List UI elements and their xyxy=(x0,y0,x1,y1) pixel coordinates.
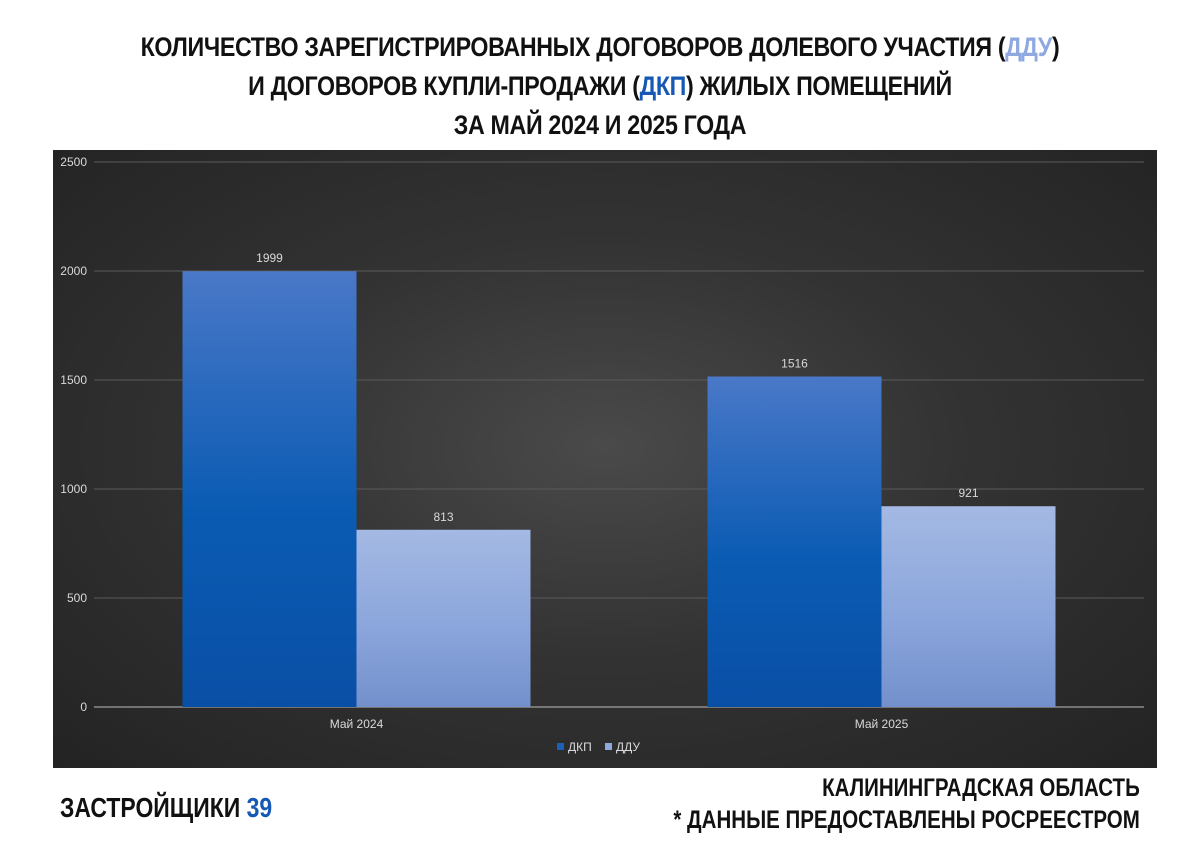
y-tick-label: 0 xyxy=(80,700,87,714)
bar-chart: 0 500 1000 1500 2000 2500 1999 813 Май 2024 1516 9… xyxy=(60,155,1144,754)
legend-label: ДДУ xyxy=(616,740,640,754)
y-tick-label: 500 xyxy=(67,591,87,605)
y-tick-label: 1000 xyxy=(60,482,87,496)
title-line-3: ЗА МАЙ 2024 И 2025 ГОДА xyxy=(453,110,747,140)
y-tick-label: 1500 xyxy=(60,373,87,387)
x-tick-label: Май 2024 xyxy=(330,717,384,731)
legend-label: ДКП xyxy=(568,740,592,754)
title-line-2-close: ) ЖИЛЫХ ПОМЕЩЕНИЙ xyxy=(686,71,952,101)
title-dkp-highlight: ДКП xyxy=(639,71,687,101)
brand-name: ЗАСТРОЙЩИКИ xyxy=(60,792,241,823)
x-tick-label: Май 2025 xyxy=(855,717,909,731)
bar xyxy=(182,271,357,707)
bar xyxy=(356,529,531,707)
data-label: 1516 xyxy=(781,357,808,371)
brand-logo-text: ЗАСТРОЙЩИКИ 39 xyxy=(60,792,272,824)
y-tick-label: 2000 xyxy=(60,264,87,278)
title-line-2: И ДОГОВОРОВ КУПЛИ-ПРОДАЖИ (ДКП) ЖИЛЫХ ПО… xyxy=(84,67,1116,106)
title-line-2-text: И ДОГОВОРОВ КУПЛИ-ПРОДАЖИ ( xyxy=(248,71,640,101)
title-ddu-highlight: ДДУ xyxy=(1005,32,1053,62)
footer-notes: КАЛИНИНГРАДСКАЯ ОБЛАСТЬ * ДАННЫЕ ПРЕДОСТ… xyxy=(674,772,1140,836)
source-note: * ДАННЫЕ ПРЕДОСТАВЛЕНЫ РОСРЕЕСТРОМ xyxy=(673,806,1140,834)
data-label: 1999 xyxy=(256,251,283,265)
bar xyxy=(881,506,1056,707)
legend-swatch xyxy=(605,743,612,750)
region-label: КАЛИНИНГРАДСКАЯ ОБЛАСТЬ xyxy=(822,774,1140,802)
brand-number: 39 xyxy=(246,792,273,823)
bar xyxy=(707,376,882,707)
chart-panel: 0 500 1000 1500 2000 2500 1999 813 Май 2024 1516 9… xyxy=(53,150,1157,768)
data-label: 921 xyxy=(958,486,978,500)
title-line-1-close: ) xyxy=(1052,32,1060,62)
title-line-1: КОЛИЧЕСТВО ЗАРЕГИСТРИРОВАННЫХ ДОГОВОРОВ … xyxy=(84,28,1116,67)
chart-title: КОЛИЧЕСТВО ЗАРЕГИСТРИРОВАННЫХ ДОГОВОРОВ … xyxy=(84,28,1116,145)
y-tick-label: 2500 xyxy=(60,155,87,169)
title-line-1-text: КОЛИЧЕСТВО ЗАРЕГИСТРИРОВАННЫХ ДОГОВОРОВ … xyxy=(140,32,1006,62)
data-label: 813 xyxy=(433,510,453,524)
legend-swatch xyxy=(557,743,564,750)
